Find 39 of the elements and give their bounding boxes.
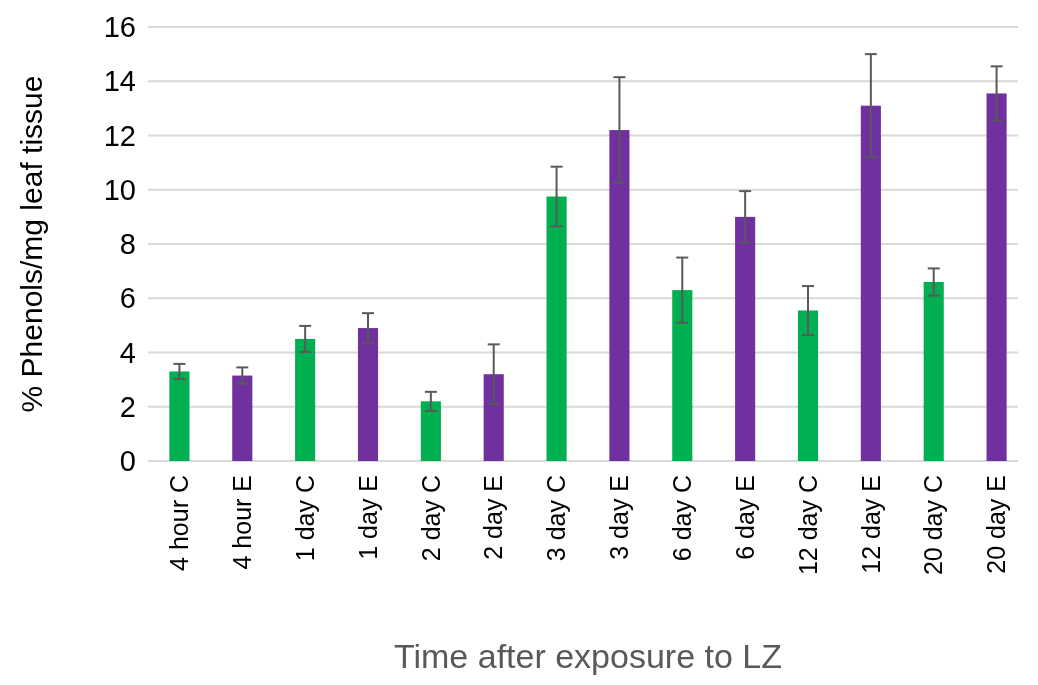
x-tick-label: 4 hour E (228, 475, 257, 570)
y-axis-title: % Phenols/mg leaf tissue (15, 75, 48, 413)
bar (923, 281, 944, 461)
x-tick-label: 6 day E (730, 475, 759, 560)
bar (169, 371, 190, 461)
x-tick-label: 1 day C (290, 475, 319, 562)
bar (672, 290, 693, 461)
bar (546, 196, 567, 461)
x-tick-label: 3 day E (605, 475, 634, 560)
y-tick-label: 16 (103, 11, 136, 44)
y-tick-label: 6 (119, 282, 136, 315)
x-tick-label: 12 day C (793, 475, 822, 576)
x-tick-label: 2 day C (416, 475, 445, 562)
bar (357, 328, 379, 461)
x-tick-label: 20 day E (982, 475, 1011, 574)
y-tick-label: 14 (103, 65, 136, 98)
x-axis-title: Time after exposure to LZ (393, 637, 783, 675)
bar (735, 216, 756, 461)
y-tick-label: 8 (119, 228, 136, 261)
bar (483, 374, 504, 461)
bar (860, 105, 881, 461)
y-tick-label: 10 (103, 173, 136, 206)
bar (609, 130, 630, 461)
y-tick-label: 12 (103, 119, 136, 152)
x-tick-label: 2 day E (479, 475, 508, 560)
y-tick-label: 2 (119, 390, 136, 423)
bar (295, 338, 316, 461)
y-tick-label: 0 (119, 445, 136, 478)
x-tick-label: 1 day E (353, 475, 382, 560)
x-tick-label: 6 day C (668, 475, 697, 562)
y-tick-label: 4 (119, 336, 136, 369)
x-tick-label: 12 day E (856, 475, 885, 574)
bar (420, 401, 441, 461)
x-tick-label: 20 day C (919, 475, 948, 576)
bar (986, 93, 1007, 461)
x-tick-label: 3 day C (542, 475, 571, 562)
bar (232, 375, 253, 461)
bar (797, 310, 819, 461)
x-tick-label: 4 hour C (165, 475, 194, 571)
